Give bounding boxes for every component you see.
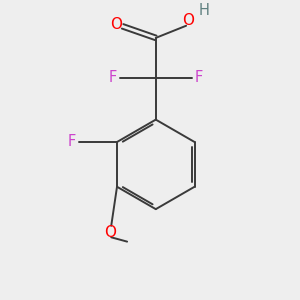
Text: F: F xyxy=(195,70,203,85)
Text: O: O xyxy=(110,16,122,32)
Text: H: H xyxy=(199,3,209,18)
Text: F: F xyxy=(108,70,117,85)
Text: F: F xyxy=(68,134,76,149)
Text: O: O xyxy=(104,226,116,241)
Text: O: O xyxy=(182,13,194,28)
